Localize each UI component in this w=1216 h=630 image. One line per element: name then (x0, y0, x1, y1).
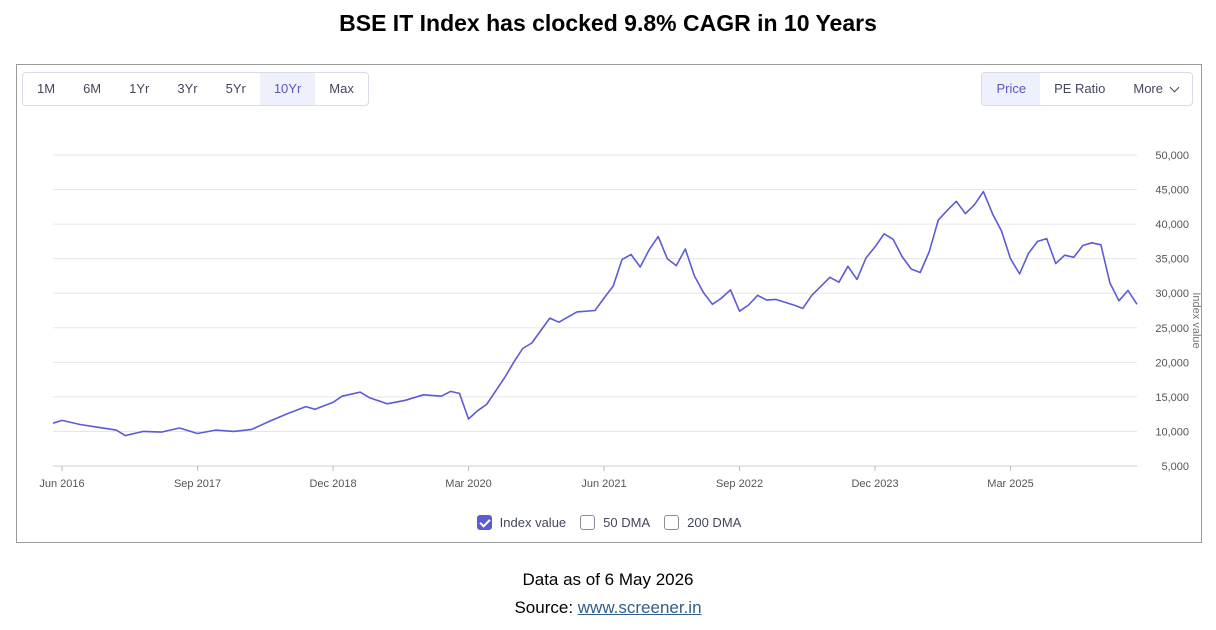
chart-panel: 1M 6M 1Yr 3Yr 5Yr 10Yr Max Price PE Rati… (16, 64, 1202, 543)
legend-index-value-label: Index value (499, 515, 567, 530)
legend-index-value[interactable]: Index value (476, 515, 567, 530)
range-1yr-button[interactable]: 1Yr (129, 81, 150, 96)
pe-ratio-button-label: PE Ratio (1054, 81, 1106, 96)
legend-50-dma-label: 50 DMA (603, 515, 651, 530)
legend-200-dma[interactable]: 200 DMA (664, 515, 741, 530)
legend-200-dma-label: 200 DMA (687, 515, 742, 530)
range-3yr-button[interactable]: 3Yr (177, 81, 198, 96)
series-line-index-value[interactable] (52, 190, 1138, 437)
y-tick-label: 20,000 (1155, 357, 1189, 369)
source-label: Source: (514, 598, 578, 617)
y-tick-label: 35,000 (1155, 254, 1189, 266)
dma200-checkbox[interactable] (664, 515, 680, 530)
range-selector: 1M 6M 1Yr 3Yr 5Yr 10Yr Max (22, 72, 369, 106)
source-link[interactable]: www.screener.in (577, 598, 702, 617)
more-dropdown[interactable]: More (1119, 73, 1192, 105)
page-title: BSE IT Index has clocked 9.8% CAGR in 10… (339, 10, 877, 36)
x-tick-label: Sep 2022 (716, 478, 763, 490)
range-10yr-button[interactable]: 10Yr (259, 73, 316, 105)
range-1m-button[interactable]: 1M (37, 81, 56, 96)
line-chart: 5,000 10,000 15,000 20,000 25,000 30,000 35,00… (39, 150, 1201, 490)
y-tick-label: 30,000 (1155, 288, 1189, 300)
x-tick-label: Dec 2018 (309, 478, 356, 490)
chart-legend: Index value 50 DMA 200 DMA (17, 515, 1201, 530)
y-tick-label: 25,000 (1155, 323, 1189, 335)
dma50-checkbox[interactable] (580, 515, 596, 530)
x-tick-label: Mar 2025 (987, 478, 1033, 490)
source-note: Source: www.screener.in (0, 598, 1216, 618)
x-tick-label: Mar 2020 (445, 478, 491, 490)
pe-ratio-button[interactable]: PE Ratio (1040, 73, 1119, 105)
y-axis-label: Index value (1190, 292, 1201, 348)
y-tick-label: 50,000 (1155, 150, 1189, 162)
range-max-button[interactable]: Max (329, 81, 354, 96)
range-6m-button[interactable]: 6M (83, 81, 102, 96)
price-button-label: Price (996, 81, 1027, 96)
y-tick-label: 40,000 (1155, 219, 1189, 231)
price-button[interactable]: Price (982, 73, 1041, 105)
x-tick-label: Dec 2023 (851, 478, 898, 490)
y-tick-label: 45,000 (1155, 185, 1189, 197)
x-tick-label: Jun 2016 (39, 478, 84, 490)
range-5yr-button[interactable]: 5Yr (225, 81, 246, 96)
legend-50-dma[interactable]: 50 DMA (580, 515, 650, 530)
index-value-checkbox[interactable] (476, 515, 492, 530)
metric-selector: Price PE Ratio More (981, 72, 1193, 106)
y-tick-label: 15,000 (1155, 392, 1189, 404)
y-tick-label: 5,000 (1161, 461, 1189, 473)
data-date-note: Data as of 6 May 2026 (522, 570, 694, 589)
x-tick-label: Jun 2021 (581, 478, 626, 490)
y-tick-label: 10,000 (1155, 426, 1189, 438)
x-tick-label: Sep 2017 (174, 478, 221, 490)
more-dropdown-label: More (1133, 81, 1163, 96)
